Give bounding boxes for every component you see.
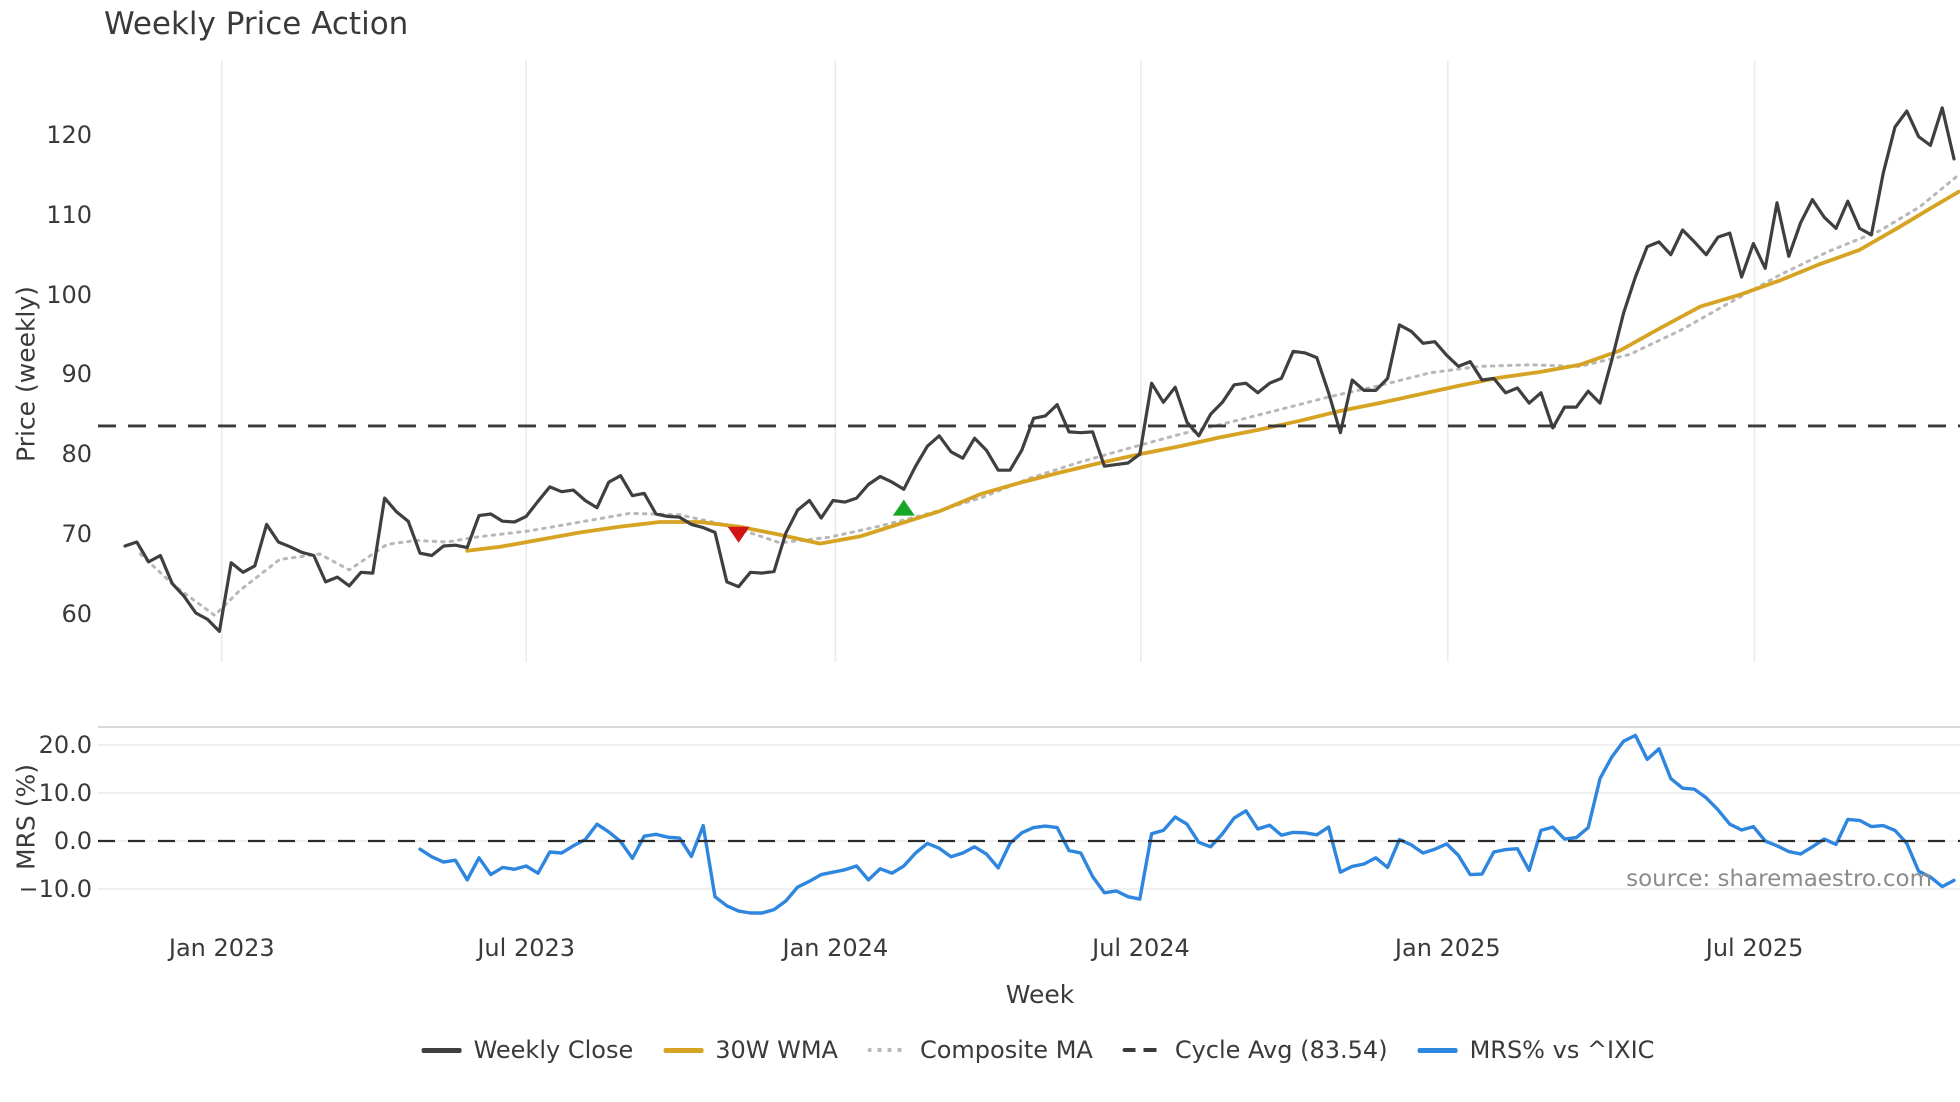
wma-line-swatch-icon <box>663 1047 704 1053</box>
legend-item-cycle-avg: Cycle Avg (83.54) <box>1122 1036 1388 1064</box>
x-axis-label: Week <box>1005 980 1075 1009</box>
legend-item-weekly-close: Weekly Close <box>421 1036 634 1064</box>
x-tick: Jan 2024 <box>782 934 889 962</box>
mrs-ytick: 20.0 <box>38 731 92 759</box>
mrs-line-swatch-icon <box>1417 1047 1458 1053</box>
mrs-axis-label: MRS (%) <box>11 763 41 871</box>
mrs-ytick: 0.0 <box>53 827 92 855</box>
x-tick: Jan 2025 <box>1394 934 1501 962</box>
chart-title: Weekly Price Action <box>104 6 409 42</box>
legend-item-mrs: MRS% vs ^IXIC <box>1417 1036 1655 1064</box>
price-ytick: 110 <box>46 200 92 229</box>
composite-ma-line-swatch-icon <box>867 1048 908 1052</box>
x-tick: Jul 2025 <box>1705 934 1804 962</box>
legend-item-30w-wma: 30W WMA <box>663 1036 838 1064</box>
price-ytick: 120 <box>46 121 92 149</box>
legend-label: 30W WMA <box>715 1036 838 1064</box>
price-ytick: 70 <box>61 520 92 548</box>
legend-label: MRS% vs ^IXIC <box>1469 1036 1655 1064</box>
mrs-ytick: −10.0 <box>18 875 92 903</box>
legend-label: Composite MA <box>919 1036 1093 1064</box>
legend-item-composite-ma: Composite MA <box>867 1036 1093 1064</box>
price-ytick: 100 <box>46 280 92 309</box>
price-ytick: 60 <box>61 599 92 628</box>
legend-label: Weekly Close <box>473 1036 634 1064</box>
legend: Weekly Close 30W WMA Composite MA Cycle … <box>421 1036 1655 1064</box>
source-note: source: sharemaestro.com <box>1626 866 1932 892</box>
x-tick: Jul 2024 <box>1092 934 1190 962</box>
mrs-ytick: 10.0 <box>38 779 92 807</box>
x-tick: Jul 2023 <box>477 934 576 962</box>
weekly-close-line-swatch-icon <box>421 1047 462 1053</box>
cycle-avg-line-swatch-icon <box>1122 1048 1163 1052</box>
price-ytick: 80 <box>61 440 92 469</box>
x-tick: Jan 2023 <box>168 934 275 962</box>
price-ytick: 90 <box>61 360 92 389</box>
legend-label: Cycle Avg (83.54) <box>1174 1036 1388 1064</box>
price-axis-label: Price (weekly) <box>11 286 41 463</box>
